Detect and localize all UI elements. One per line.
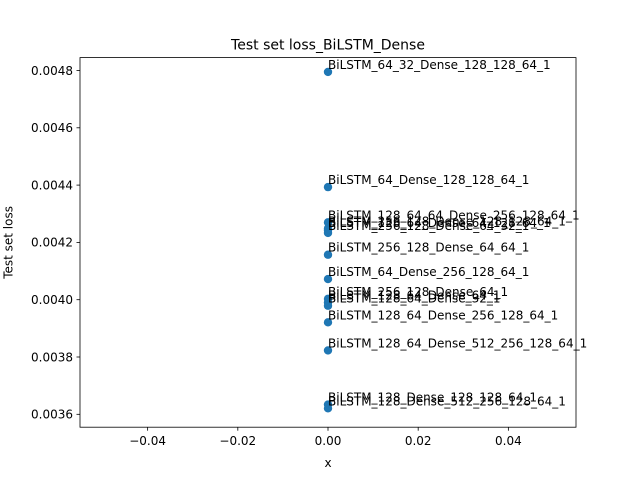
data-point-label: BiLSTM_128_64_Dense_64_128_64_1 [328, 216, 551, 230]
data-point [323, 250, 333, 259]
data-point [323, 301, 333, 310]
data-point-label: BiLSTM_64_32_Dense_128_128_64_1 [328, 58, 551, 72]
plot-frame [79, 57, 577, 428]
data-point-label: BiLSTM_256_128_Dense_64_64_1 [328, 241, 529, 255]
x-axis-label: x [324, 456, 331, 470]
data-point [323, 404, 333, 413]
y-axis-label: Test set loss [2, 206, 16, 280]
data-point [323, 346, 333, 355]
data-labels: BiLSTM_64_32_Dense_128_128_64_1 BiLSTM_64… [328, 58, 587, 408]
x-tick-label: 0.02 [405, 434, 432, 448]
x-tick-label: 0.04 [495, 434, 522, 448]
data-point-label: BiLSTM_128_64_64_Dense_256_128_64_1 [328, 208, 580, 222]
y-tick-label: 0.0036 [31, 408, 73, 422]
data-point-label: BiLSTM_128_64_Dense_64_1 [328, 289, 501, 303]
data-point [323, 218, 333, 227]
data-point-label: BiLSTM_128_64_Dense_256_128_64_1 [328, 308, 558, 322]
y-tick-label: 0.0042 [31, 236, 73, 250]
data-point [323, 318, 333, 327]
chart-title: Test set loss_BiLSTM_Dense [230, 38, 425, 54]
y-tick-label: 0.0048 [31, 64, 73, 78]
data-point [323, 182, 333, 192]
data-point-label: BiLSTM_256_128_Dense_128_128_64_1 [328, 214, 566, 228]
axis-ticks: −0.04 −0.02 0.00 0.02 0.04 0.0036 0.0038 0.0040… [31, 64, 522, 448]
x-tick-label: −0.02 [219, 434, 256, 448]
data-point-label: BiLSTM_128_Dense_512_256_128_64_1 [328, 394, 566, 408]
x-tick-label: 0.00 [315, 434, 342, 448]
y-tick-label: 0.0044 [31, 178, 73, 192]
y-tick-label: 0.0040 [31, 293, 73, 307]
data-point-label: BiLSTM_256_128_Dense_64_32_1 [328, 219, 529, 233]
y-tick-label: 0.0038 [31, 350, 73, 364]
data-points [323, 67, 333, 413]
data-point [323, 274, 333, 284]
data-point-label: BiLSTM_64_Dense_256_128_64_1 [328, 265, 529, 279]
data-point-label: BiLSTM_128_64_Dense_512_256_128_64_1 [328, 336, 587, 350]
data-point [323, 67, 333, 77]
data-point-label: BiLSTM_64_Dense_128_128_64_1 [328, 173, 529, 187]
data-point-label: BiLSTM_256_128_Dense_64_1 [328, 285, 508, 299]
data-point-label: BiLSTM_128_Dense_128_128_64_1 [328, 391, 537, 405]
data-point [323, 228, 333, 238]
x-tick-label: −0.04 [129, 434, 166, 448]
data-point-label: BiLSTM_128_64_Dense_32_1 [328, 292, 501, 306]
y-tick-label: 0.0046 [31, 121, 73, 135]
